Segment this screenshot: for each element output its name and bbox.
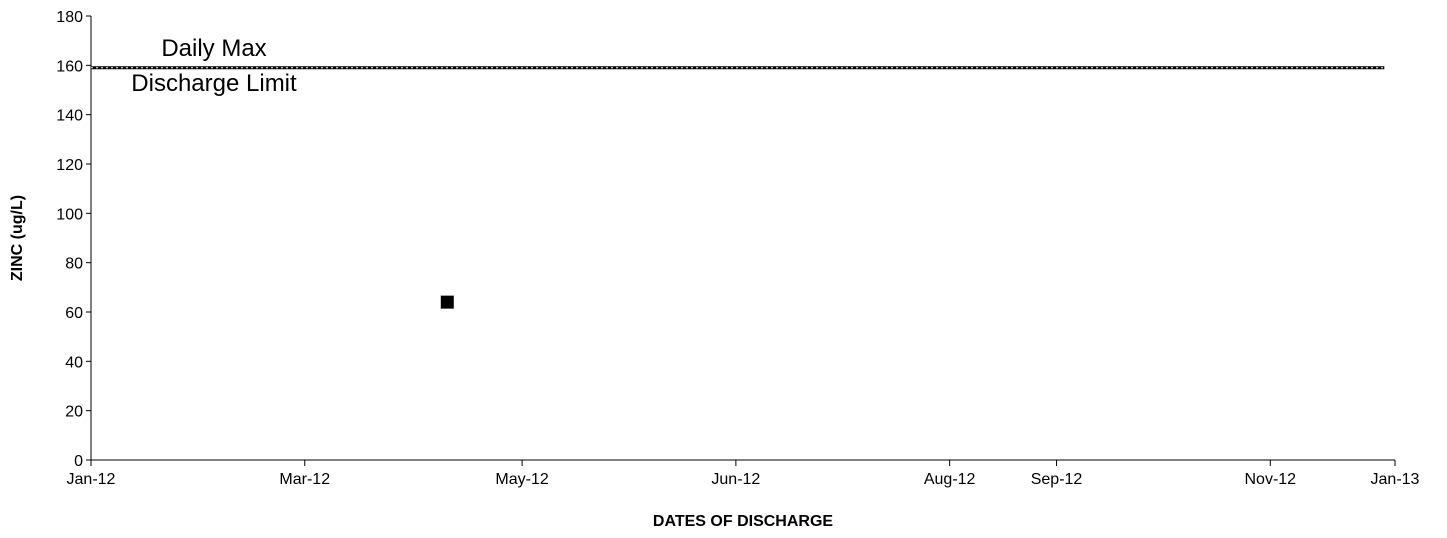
x-tick-label: May-12 (495, 471, 548, 488)
limit-label-line2: Discharge Limit (131, 70, 297, 97)
y-tick-label: 60 (65, 305, 83, 322)
y-tick-label: 20 (65, 404, 83, 421)
y-tick-label: 180 (56, 9, 83, 26)
x-axis: Jan-12 Mar-12 May-12 Jun-12 Aug-12 Sep-12 Nov-… (67, 459, 1420, 488)
y-tick-label: 80 (65, 256, 83, 273)
y-axis-title: ZINC (ug/L) (9, 195, 26, 281)
data-points (440, 295, 454, 309)
x-tick-label: Aug-12 (924, 471, 976, 488)
x-tick-label: Jun-12 (711, 471, 760, 488)
x-tick-label: Jan-13 (1371, 471, 1420, 488)
x-tick-label: Mar-12 (279, 471, 330, 488)
y-axis: 0 20 40 60 80 100 120 140 160 180 (56, 9, 92, 470)
y-tick-label: 0 (74, 453, 83, 470)
x-tick-label: Nov-12 (1245, 471, 1297, 488)
y-tick-label: 160 (56, 58, 83, 75)
x-tick-label: Jan-12 (67, 471, 116, 488)
y-tick-label: 140 (56, 108, 83, 125)
y-tick-label: 100 (56, 206, 83, 223)
limit-label-line1: Daily Max (161, 35, 266, 62)
x-tick-label: Sep-12 (1031, 471, 1083, 488)
data-point-marker (440, 295, 454, 309)
y-tick-label: 40 (65, 354, 83, 371)
y-tick-label: 120 (56, 157, 83, 174)
x-axis-title: DATES OF DISCHARGE (653, 513, 833, 530)
